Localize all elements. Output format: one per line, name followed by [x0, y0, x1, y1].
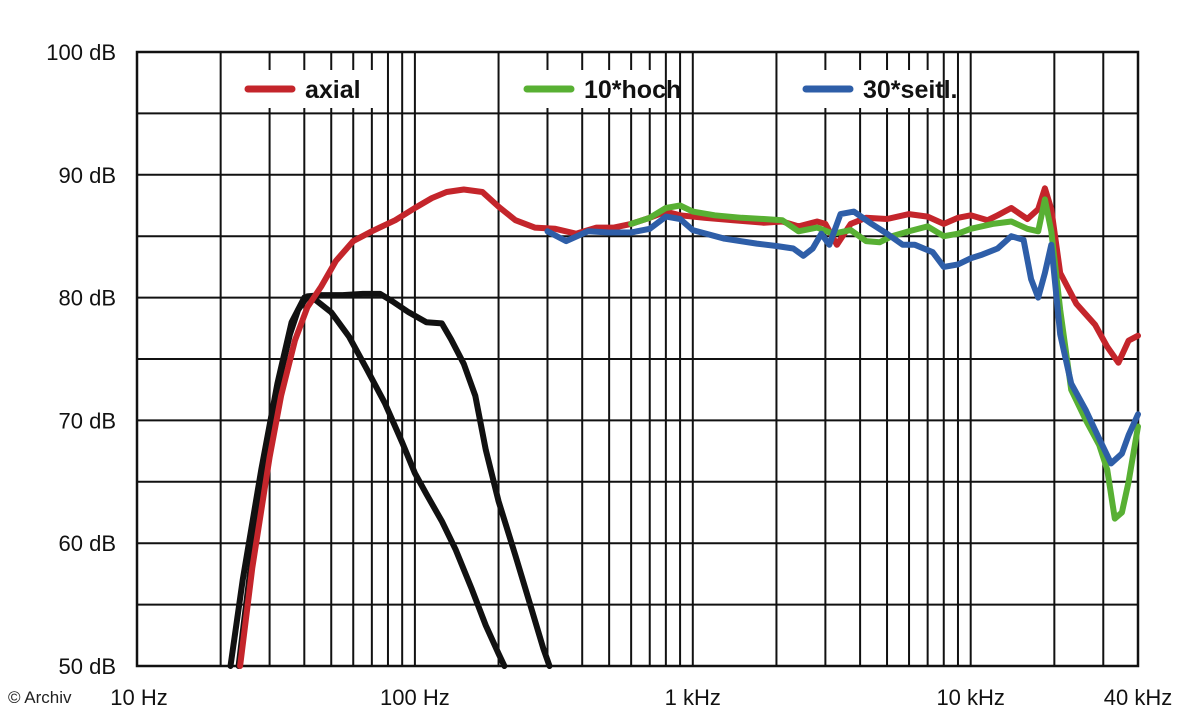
copyright-label: © Archiv [8, 688, 72, 707]
series-line-axial [237, 185, 1141, 669]
y-tick-label: 90 dB [59, 163, 117, 188]
y-tick-label: 80 dB [59, 286, 117, 311]
grid [135, 50, 1140, 668]
x-tick-label: 10 kHz [936, 685, 1004, 710]
series-line-crossover-2 [227, 294, 508, 669]
y-tick-label: 100 dB [46, 40, 116, 65]
plot-frame [135, 50, 1140, 668]
y-tick-label: 60 dB [59, 531, 117, 556]
x-tick-label: 100 Hz [380, 685, 450, 710]
legend: axial 10*hoch 30*seitl. [244, 70, 958, 108]
series-line-30-seitl- [544, 208, 1141, 467]
x-tick-label: 40 kHz [1104, 685, 1172, 710]
y-axis-labels: 50 dB 60 dB 70 dB 80 dB 90 dB 100 dB [46, 40, 116, 679]
series-lines [227, 185, 1141, 669]
series-line-10-hoch [628, 196, 1141, 522]
legend-label: 10*hoch [584, 76, 681, 104]
y-tick-label: 70 dB [59, 408, 117, 433]
legend-label: axial [305, 76, 361, 104]
x-tick-label: 1 kHz [665, 685, 721, 710]
x-axis-labels: 10 Hz 100 Hz 1 kHz 10 kHz 40 kHz [110, 685, 1172, 710]
legend-label: 30*seitl. [863, 76, 958, 104]
y-tick-label: 50 dB [59, 654, 117, 679]
x-tick-label: 10 Hz [110, 685, 167, 710]
